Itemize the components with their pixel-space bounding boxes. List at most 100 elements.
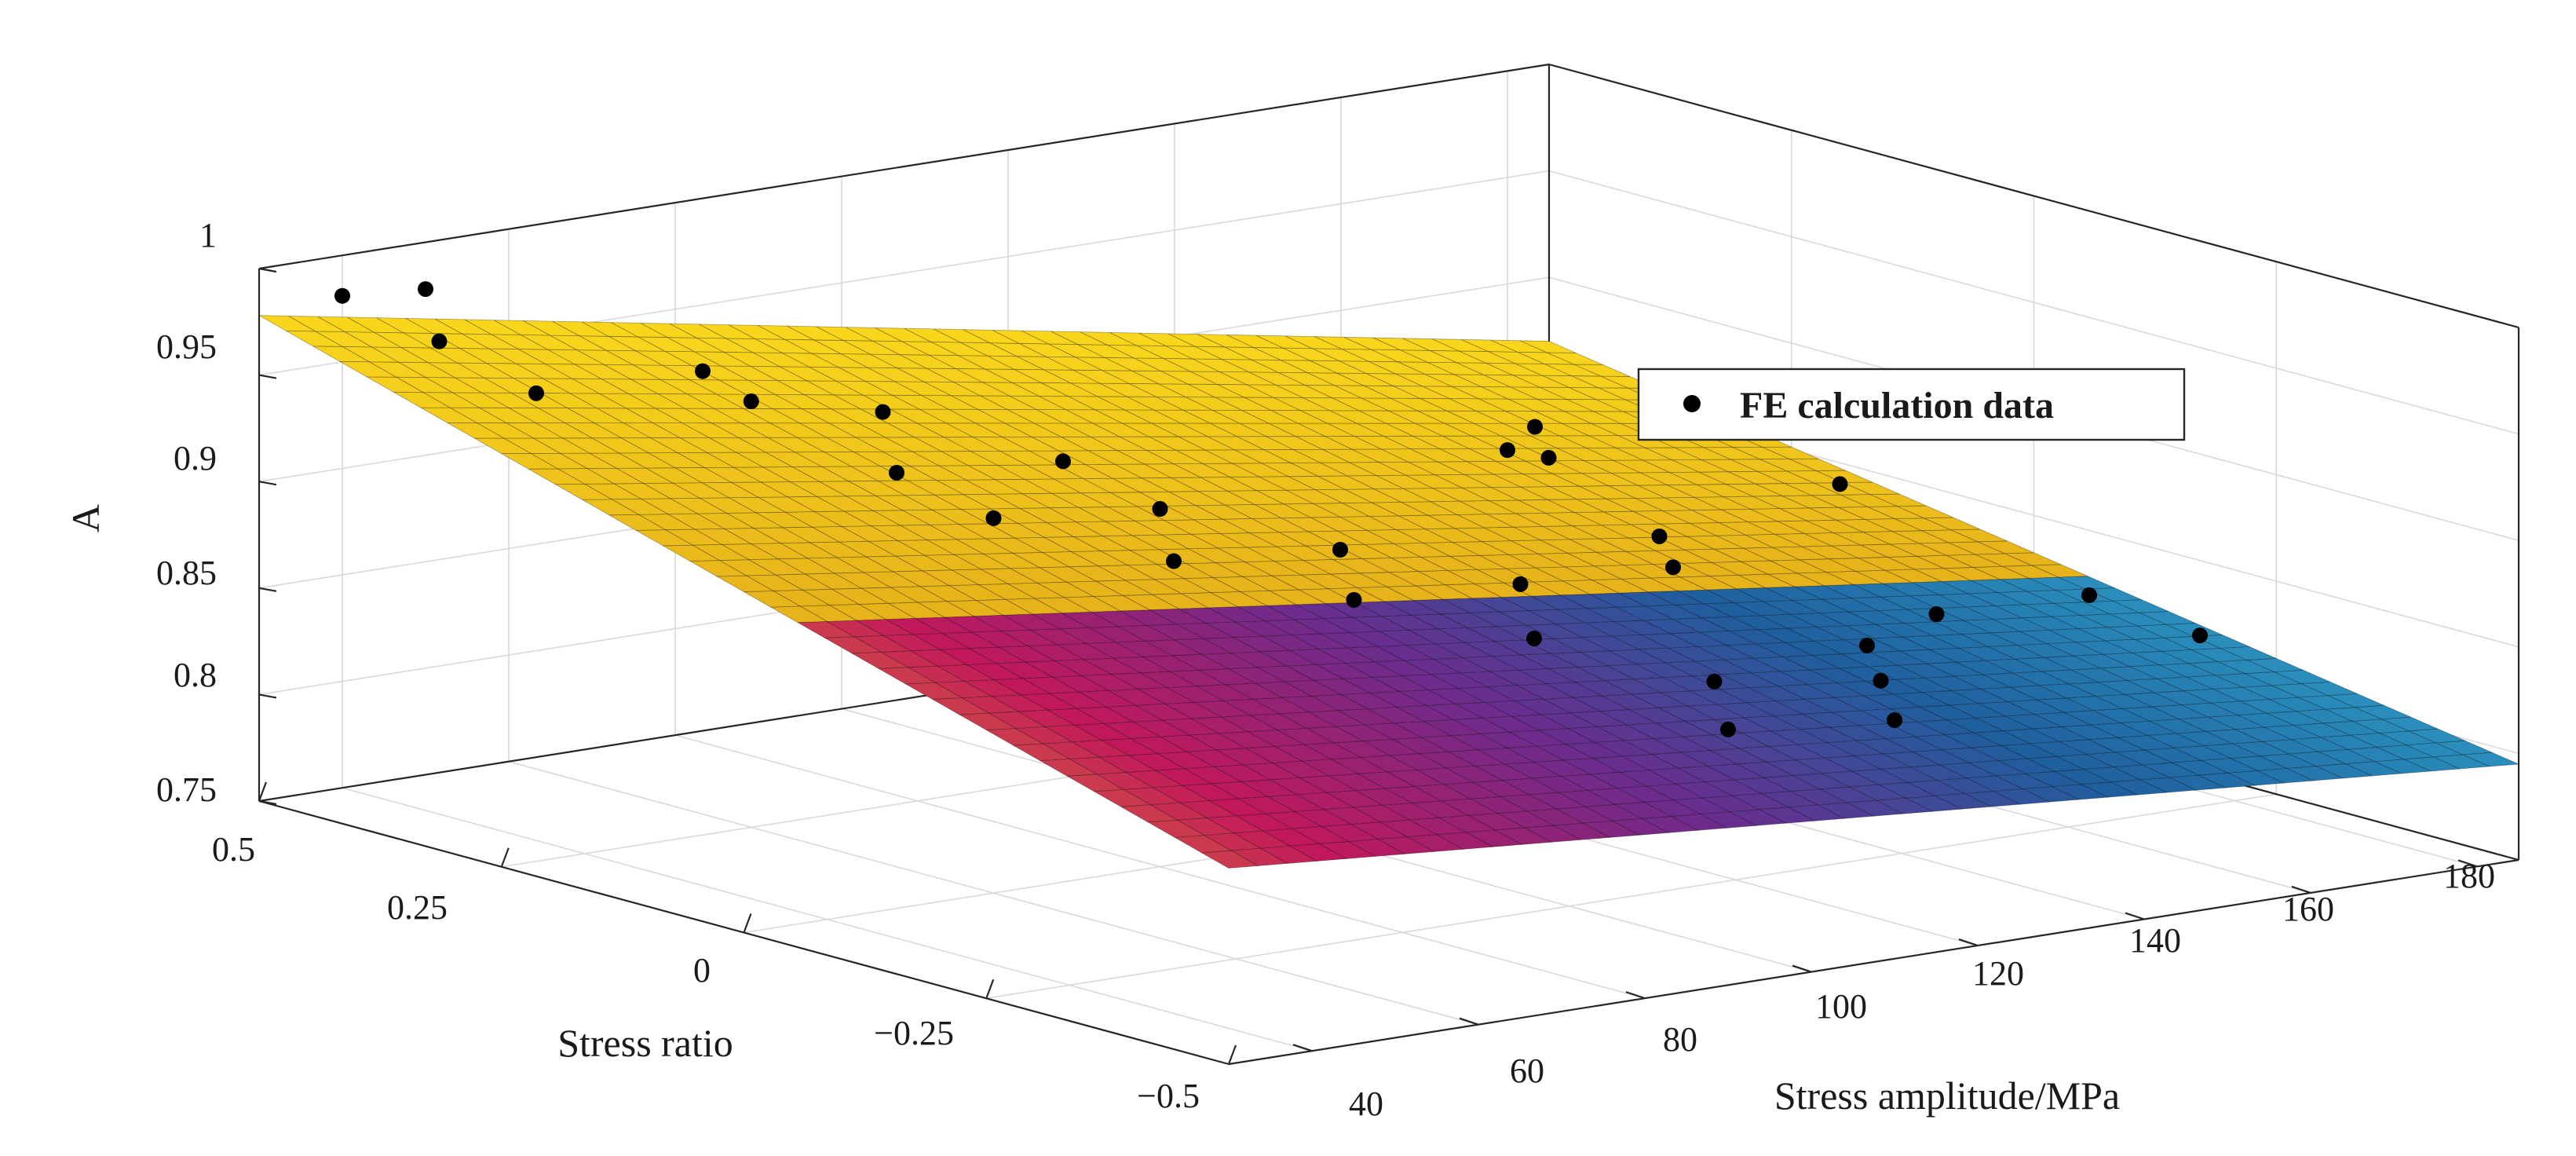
- z-tick: [258, 374, 277, 379]
- x-tick-labels: 0.5 0.25 0 −0.25 −0.5: [212, 830, 1200, 1115]
- x-tick: [258, 781, 268, 802]
- x-tick-label: 0: [693, 951, 711, 990]
- data-point: [1859, 637, 1875, 653]
- z-tick-label: 0.95: [156, 327, 217, 366]
- data-point: [1512, 576, 1529, 592]
- data-point: [1887, 712, 1902, 729]
- data-point: [1832, 476, 1848, 492]
- y-tick-label: 140: [2129, 921, 2181, 960]
- surface-patch: [1314, 336, 1372, 350]
- y-tick-label: 60: [1510, 1052, 1544, 1090]
- grid-line: [986, 793, 2277, 1000]
- data-point: [695, 363, 711, 379]
- legend: FE calculation data: [1637, 368, 2186, 441]
- data-point: [1166, 553, 1182, 569]
- surface-patch: [1050, 331, 1108, 346]
- surface-patch: [346, 316, 404, 334]
- surface-patch: [288, 316, 345, 332]
- data-point: [889, 464, 904, 481]
- surface-patch: [434, 318, 491, 335]
- y-tick: [1958, 938, 1979, 947]
- y-tick: [1625, 991, 1646, 1000]
- surface-patch: [258, 315, 316, 332]
- data-point: [1706, 673, 1723, 690]
- x-tick: [1227, 1044, 1237, 1065]
- y-tick-label: 120: [1972, 954, 2024, 993]
- y-axis-line: [1228, 858, 2519, 1066]
- surface-patch: [1167, 333, 1225, 348]
- surface-patch: [904, 327, 961, 343]
- data-point: [1500, 442, 1515, 459]
- z-tick-label: 0.9: [174, 439, 217, 477]
- y-tick-label: 80: [1663, 1020, 1697, 1059]
- fe-data-points: [334, 281, 2208, 737]
- data-point: [334, 287, 350, 304]
- y-tick: [2125, 912, 2145, 920]
- x-tick: [743, 913, 752, 933]
- legend-marker: [1683, 395, 1701, 412]
- x-axis-label: Stress ratio: [557, 1021, 733, 1065]
- y-tick-labels: 40 60 80 100 120 140 160 180: [1349, 857, 2495, 1123]
- z-tick-label: 0.75: [156, 770, 217, 809]
- y-tick: [1459, 1017, 1479, 1026]
- data-point: [1873, 672, 1889, 689]
- x-tick: [500, 847, 510, 868]
- data-point: [418, 281, 433, 298]
- data-point: [1346, 591, 1362, 608]
- data-point: [2192, 627, 2208, 644]
- data-point: [743, 393, 759, 410]
- frame-edge: [258, 63, 1550, 270]
- data-point: [1651, 528, 1668, 544]
- z-tick-label: 0.8: [174, 656, 217, 694]
- z-tick-labels: 0.75 0.8 0.85 0.9 0.95 1: [156, 216, 217, 809]
- z-axis-label: A: [64, 504, 108, 532]
- surface-patch: [552, 320, 609, 337]
- x-tick-label: 0.25: [387, 888, 448, 927]
- data-point: [1665, 559, 1681, 576]
- y-tick-label: 180: [2443, 857, 2495, 895]
- y-tick-label: 40: [1349, 1085, 1383, 1123]
- z-tick-label: 1: [199, 216, 217, 254]
- legend-label: FE calculation data: [1740, 385, 2054, 426]
- x-tick-label: 0.5: [212, 830, 255, 869]
- y-axis-label: Stress amplitude/MPa: [1774, 1074, 2120, 1118]
- frame-edge: [1548, 63, 2519, 329]
- data-point: [1526, 631, 1542, 647]
- surface-patch: [933, 328, 990, 344]
- z-tick: [258, 267, 277, 273]
- data-point: [431, 333, 448, 349]
- y-tick: [1792, 964, 1812, 973]
- y-tick: [2457, 859, 2478, 868]
- x-tick-label: −0.5: [1137, 1077, 1200, 1115]
- x-tick-label: −0.25: [874, 1014, 954, 1052]
- x-tick: [985, 979, 995, 999]
- surface-patch: [1021, 330, 1078, 345]
- data-point: [1527, 419, 1543, 435]
- z-tick: [258, 799, 277, 806]
- surface-patch: [464, 319, 521, 335]
- z-tick: [258, 481, 277, 486]
- z-tick-label: 0.85: [156, 554, 217, 592]
- surface-patch: [1138, 332, 1196, 347]
- data-point: [1152, 501, 1168, 518]
- surface-patch: [1402, 338, 1460, 352]
- y-tick: [1292, 1044, 1313, 1052]
- data-point: [2081, 587, 2097, 603]
- tick-marks: [258, 267, 2478, 1065]
- data-point: [1055, 453, 1071, 470]
- y-tick-label: 160: [2282, 890, 2334, 928]
- z-tick: [258, 587, 277, 592]
- legend-box: [1637, 368, 2186, 441]
- data-point: [1332, 541, 1348, 558]
- surface-patch: [317, 316, 375, 333]
- data-point: [1540, 449, 1557, 466]
- data-point: [875, 404, 891, 420]
- data-point: [985, 510, 1002, 526]
- data-point: [1720, 721, 1736, 737]
- z-tick: [258, 693, 277, 699]
- y-tick-label: 100: [1815, 987, 1867, 1026]
- data-point: [1928, 606, 1945, 623]
- data-point: [528, 385, 544, 401]
